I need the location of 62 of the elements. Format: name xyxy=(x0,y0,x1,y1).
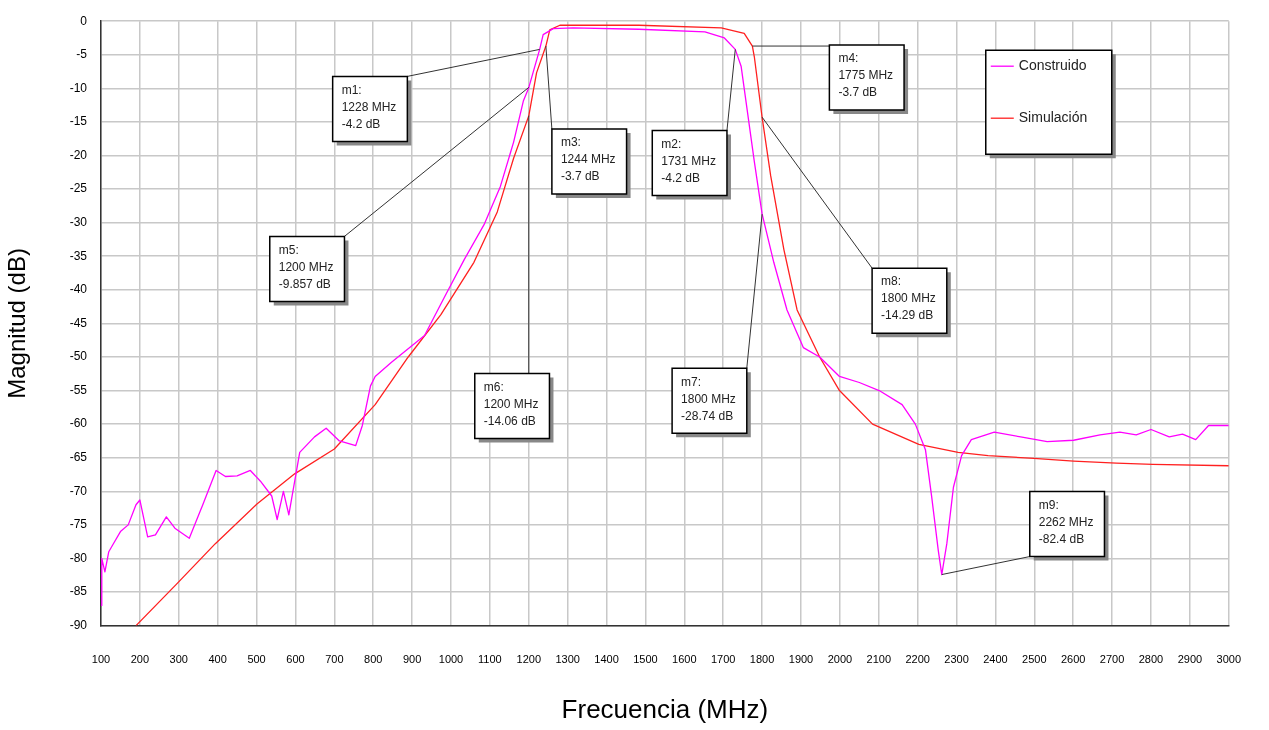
annotation: m8: 1800 MHz -14.29 dB xyxy=(881,274,936,323)
y-tick-label: -15 xyxy=(69,114,88,129)
x-tick-label: 2900 xyxy=(1177,653,1203,666)
x-tick-label: 2800 xyxy=(1138,653,1164,666)
x-axis-title: Frecuencia (MHz) xyxy=(561,693,769,724)
y-tick-label: -30 xyxy=(69,214,88,229)
annotation: m9: 2262 MHz -82.4 dB xyxy=(1038,497,1094,546)
y-tick-label: -90 xyxy=(69,617,88,632)
y-tick-label: -20 xyxy=(69,147,88,162)
y-tick-label: 0 xyxy=(80,13,88,28)
x-tick-label: 3000 xyxy=(1216,653,1242,666)
annotation: m4: 1775 MHz -3.7 dB xyxy=(838,51,894,100)
y-tick-label: -80 xyxy=(69,550,88,565)
x-tick-label: 300 xyxy=(169,653,188,666)
y-tick-label: -10 xyxy=(69,80,88,95)
x-tick-label: 1700 xyxy=(710,653,736,666)
x-tick-label: 900 xyxy=(402,653,422,666)
annotation: m1: 1228 MHz -4.2 dB xyxy=(341,82,397,131)
x-tick-label: 1500 xyxy=(633,653,658,666)
x-tick-label: 2300 xyxy=(944,653,969,666)
x-tick-label: 500 xyxy=(247,653,266,666)
y-tick-label: -70 xyxy=(69,483,88,498)
x-tick-label: 2200 xyxy=(905,653,930,666)
y-tick-label: -85 xyxy=(69,584,88,599)
annotation: m7: 1800 MHz -28.74 dB xyxy=(681,374,736,423)
y-tick-label: -50 xyxy=(69,349,88,364)
x-tick-label: 1200 xyxy=(516,653,542,666)
y-tick-label: -35 xyxy=(69,248,88,263)
annotation: m3: 1244 MHz -3.7 dB xyxy=(560,135,616,184)
y-tick-label: -45 xyxy=(69,315,88,330)
x-tick-label: 700 xyxy=(325,653,344,666)
x-tick-label: 1000 xyxy=(438,653,464,666)
annotation: m2: 1731 MHz -4.2 dB xyxy=(661,136,716,185)
x-tick-label: 2600 xyxy=(1060,653,1086,666)
y-tick-label: -60 xyxy=(69,416,88,431)
x-tick-label: 2400 xyxy=(983,653,1008,666)
x-tick-label: 200 xyxy=(130,653,150,666)
y-tick-label: -55 xyxy=(69,382,88,397)
y-axis-title: Magnitud (dB) xyxy=(3,248,31,399)
x-tick-label: 100 xyxy=(91,653,111,666)
x-tick-label: 1300 xyxy=(555,653,580,666)
x-tick-label: 800 xyxy=(364,653,383,666)
x-tick-label: 2700 xyxy=(1099,653,1125,666)
x-tick-label: 2000 xyxy=(827,653,853,666)
y-tick-label: -40 xyxy=(69,282,88,297)
x-tick-label: 600 xyxy=(286,653,305,666)
legend-label: Construido xyxy=(1018,57,1087,74)
y-tick-label: -5 xyxy=(76,47,88,62)
x-tick-label: 2100 xyxy=(866,653,892,666)
x-tick-label: 2500 xyxy=(1022,653,1047,666)
y-tick-label: -25 xyxy=(69,181,88,196)
annotation: m6: 1200 MHz -14.06 dB xyxy=(483,379,539,428)
y-tick-label: -75 xyxy=(69,517,88,532)
y-tick-label: -65 xyxy=(69,450,88,465)
x-tick-label: 1100 xyxy=(478,653,502,666)
legend-label: Simulación xyxy=(1018,109,1088,126)
x-tick-label: 400 xyxy=(208,653,227,666)
x-tick-label: 1800 xyxy=(749,653,775,666)
x-tick-label: 1400 xyxy=(594,653,619,666)
x-tick-label: 1900 xyxy=(788,653,814,666)
annotation: m5: 1200 MHz -9.857 dB xyxy=(278,242,334,291)
x-tick-label: 1600 xyxy=(672,653,697,666)
